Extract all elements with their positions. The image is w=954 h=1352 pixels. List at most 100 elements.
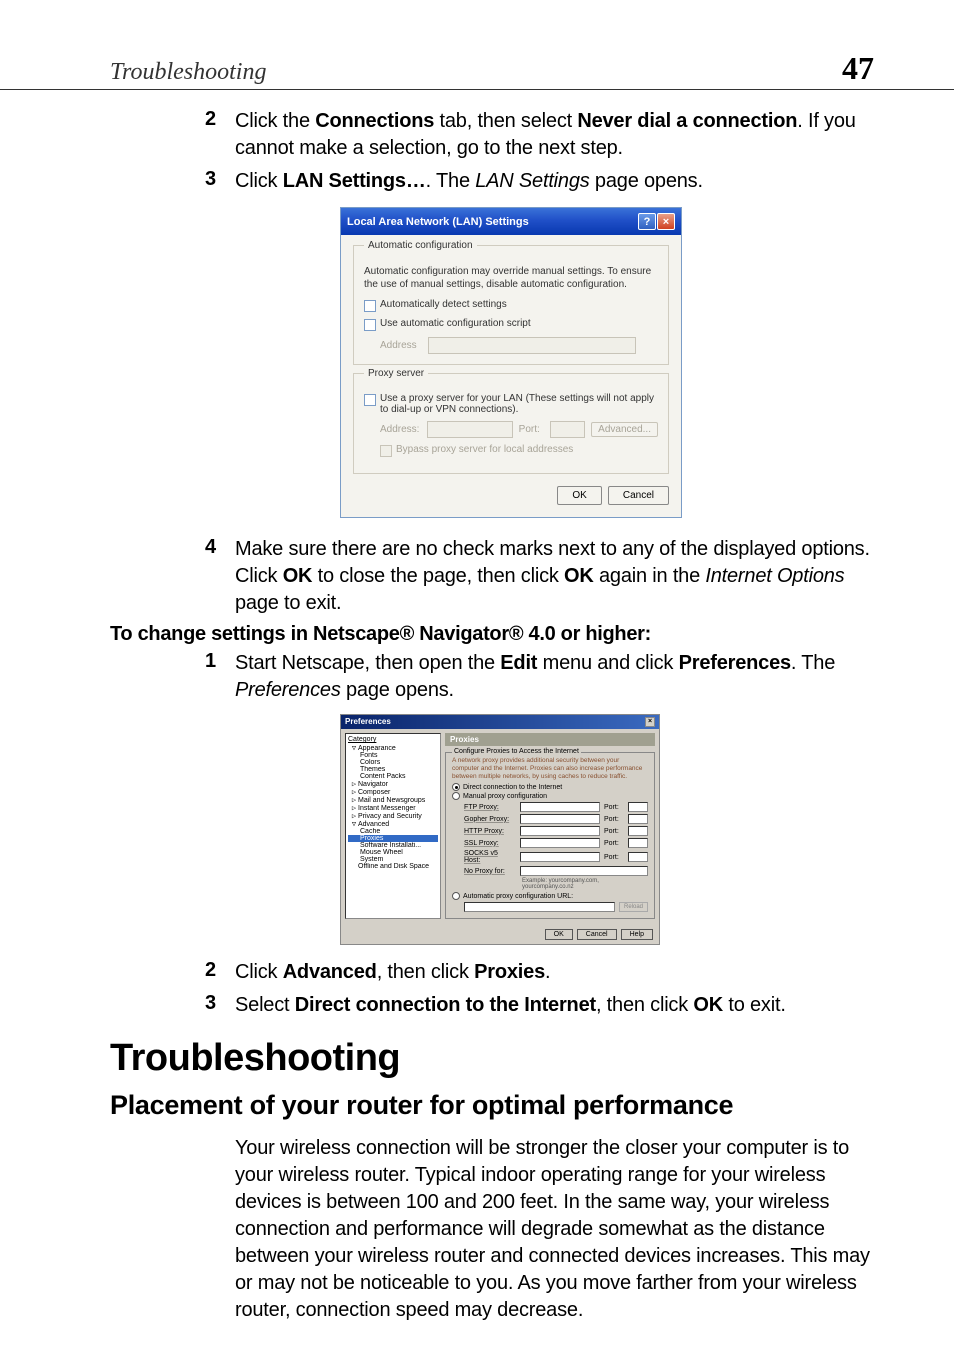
tree-item[interactable]: ▷Instant Messenger bbox=[348, 804, 438, 812]
cancel-button[interactable]: Cancel bbox=[608, 486, 669, 505]
step-text: Start Netscape, then open the Edit menu … bbox=[235, 650, 874, 704]
proxy-port-input[interactable] bbox=[628, 852, 648, 862]
numbered-step: 4Make sure there are no check marks next… bbox=[110, 536, 874, 617]
no-proxy-input[interactable] bbox=[520, 866, 648, 876]
step-number: 4 bbox=[205, 536, 235, 617]
auto-proxy-url-input[interactable] bbox=[464, 902, 615, 912]
help-button[interactable]: Help bbox=[621, 929, 653, 940]
auto-config-group: Automatic configuration Automatic config… bbox=[353, 245, 669, 365]
advanced-button[interactable]: Advanced... bbox=[591, 422, 658, 437]
proxy-label: FTP Proxy: bbox=[464, 804, 516, 811]
proxy-row: SSL Proxy: Port: bbox=[464, 838, 648, 848]
auto-proxy-radio[interactable] bbox=[452, 892, 460, 900]
auto-detect-label: Automatically detect settings bbox=[380, 299, 507, 310]
port-label: Port: bbox=[604, 840, 624, 847]
use-proxy-checkbox[interactable] bbox=[364, 394, 376, 406]
proxy-port-input[interactable] bbox=[628, 838, 648, 848]
section-h2: Placement of your router for optimal per… bbox=[110, 1090, 874, 1121]
ok-button[interactable]: OK bbox=[557, 486, 601, 505]
step-number: 3 bbox=[205, 168, 235, 195]
tree-item[interactable]: System bbox=[348, 856, 438, 863]
page-content: 2Click the Connections tab, then select … bbox=[0, 108, 954, 1324]
use-proxy-label: Use a proxy server for your LAN (These s… bbox=[380, 393, 658, 415]
proxy-row: SOCKS v5 Host:Port: bbox=[464, 850, 648, 864]
numbered-step: 1Start Netscape, then open the Edit menu… bbox=[110, 650, 874, 704]
help-icon[interactable]: ? bbox=[638, 213, 656, 230]
proxy-port-label: Port: bbox=[519, 424, 544, 435]
proxy-address-input[interactable] bbox=[427, 421, 513, 438]
tree-item[interactable]: ▷Mail and Newsgroups bbox=[348, 796, 438, 804]
proxy-group: Proxy server Use a proxy server for your… bbox=[353, 373, 669, 474]
tree-item[interactable]: Cache bbox=[348, 828, 438, 835]
direct-connection-label: Direct connection to the Internet bbox=[463, 784, 562, 791]
close-icon[interactable]: × bbox=[645, 717, 655, 727]
lan-titlebar: Local Area Network (LAN) Settings ? × bbox=[341, 208, 681, 235]
proxy-port-input[interactable] bbox=[628, 814, 648, 824]
step-number: 2 bbox=[205, 959, 235, 986]
proxy-host-input[interactable] bbox=[520, 826, 600, 836]
tree-item[interactable]: Proxies bbox=[348, 835, 438, 842]
tree-item[interactable]: Content Packs bbox=[348, 773, 438, 780]
step-number: 2 bbox=[205, 108, 235, 162]
port-label: Port: bbox=[604, 828, 624, 835]
proxy-label: Gopher Proxy: bbox=[464, 816, 516, 823]
page-number: 47 bbox=[842, 50, 874, 87]
step-text: Select Direct connection to the Internet… bbox=[235, 992, 786, 1019]
proxy-host-input[interactable] bbox=[520, 802, 600, 812]
tree-item[interactable]: ▷Navigator bbox=[348, 780, 438, 788]
auto-script-label: Use automatic configuration script bbox=[380, 318, 531, 329]
proxies-fieldset: Configure Proxies to Access the Internet… bbox=[445, 752, 655, 919]
cancel-button[interactable]: Cancel bbox=[577, 929, 617, 940]
proxy-label: SOCKS v5 Host: bbox=[464, 850, 516, 864]
no-proxy-label: No Proxy for: bbox=[464, 868, 516, 875]
proxy-host-input[interactable] bbox=[520, 814, 600, 824]
reload-button[interactable]: Reload bbox=[619, 902, 648, 912]
proxy-label: SSL Proxy: bbox=[464, 840, 516, 847]
proxy-row: Gopher Proxy: Port: bbox=[464, 814, 648, 824]
close-icon[interactable]: × bbox=[657, 213, 675, 230]
numbered-step: 2Click the Connections tab, then select … bbox=[110, 108, 874, 162]
body-paragraph: Your wireless connection will be stronge… bbox=[110, 1135, 874, 1324]
tree-item[interactable]: ▷Privacy and Security bbox=[348, 812, 438, 820]
bypass-label: Bypass proxy server for local addresses bbox=[396, 444, 573, 455]
proxy-host-input[interactable] bbox=[520, 852, 600, 862]
header-title: Troubleshooting bbox=[110, 59, 266, 86]
category-header: Category bbox=[348, 736, 438, 743]
proxies-legend: Configure Proxies to Access the Internet bbox=[452, 748, 581, 755]
proxy-port-input[interactable] bbox=[628, 826, 648, 836]
numbered-step: 2Click Advanced, then click Proxies. bbox=[110, 959, 874, 986]
tree-item[interactable]: Offline and Disk Space bbox=[348, 863, 438, 870]
proxy-host-input[interactable] bbox=[520, 838, 600, 848]
example-text: Example: yourcompany.com, yourcompany.co… bbox=[522, 878, 648, 890]
auto-config-legend: Automatic configuration bbox=[364, 240, 477, 251]
port-label: Port: bbox=[604, 816, 624, 823]
proxy-port-input[interactable] bbox=[628, 802, 648, 812]
tree-item[interactable]: Themes bbox=[348, 766, 438, 773]
tree-item[interactable]: ▷Composer bbox=[348, 788, 438, 796]
page-header: Troubleshooting 47 bbox=[0, 0, 954, 90]
tree-item[interactable]: Mouse Wheel bbox=[348, 849, 438, 856]
prefs-main-panel: Proxies Configure Proxies to Access the … bbox=[445, 733, 655, 919]
numbered-step: 3Click LAN Settings…. The LAN Settings p… bbox=[110, 168, 874, 195]
auto-script-checkbox[interactable] bbox=[364, 319, 376, 331]
tree-item[interactable]: Software Installati... bbox=[348, 842, 438, 849]
tree-item[interactable]: Fonts bbox=[348, 752, 438, 759]
step-text: Make sure there are no check marks next … bbox=[235, 536, 874, 617]
lan-dialog-title: Local Area Network (LAN) Settings bbox=[347, 216, 529, 228]
port-label: Port: bbox=[604, 804, 624, 811]
ok-button[interactable]: OK bbox=[545, 929, 573, 940]
numbered-step: 3Select Direct connection to the Interne… bbox=[110, 992, 874, 1019]
auto-proxy-label: Automatic proxy configuration URL: bbox=[463, 893, 573, 900]
auto-detect-checkbox[interactable] bbox=[364, 300, 376, 312]
tree-item[interactable]: Colors bbox=[348, 759, 438, 766]
proxy-row: HTTP Proxy: Port: bbox=[464, 826, 648, 836]
proxy-label: HTTP Proxy: bbox=[464, 828, 516, 835]
address-input[interactable] bbox=[428, 337, 636, 354]
address-label: Address bbox=[380, 340, 422, 351]
direct-connection-radio[interactable] bbox=[452, 783, 460, 791]
proxy-port-input[interactable] bbox=[550, 421, 585, 438]
manual-proxy-radio[interactable] bbox=[452, 792, 460, 800]
tree-item[interactable]: ▽Advanced bbox=[348, 820, 438, 828]
preferences-dialog: Preferences × Category ▽AppearanceFontsC… bbox=[340, 714, 660, 945]
tree-item[interactable]: ▽Appearance bbox=[348, 744, 438, 752]
